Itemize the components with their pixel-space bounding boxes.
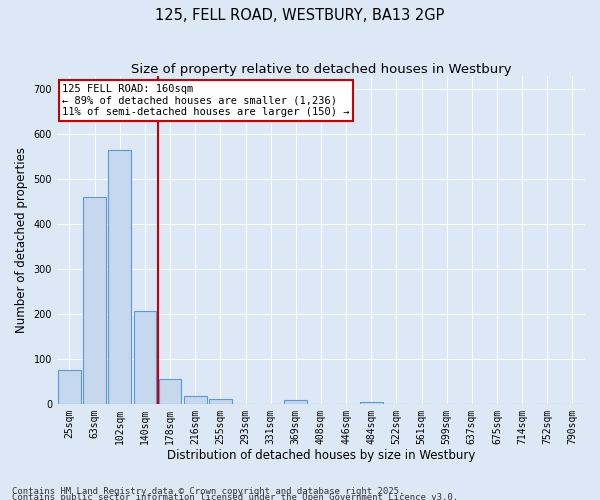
Bar — [83, 197, 106, 404]
Text: 125 FELL ROAD: 160sqm
← 89% of detached houses are smaller (1,236)
11% of semi-d: 125 FELL ROAD: 160sqm ← 89% of detached … — [62, 84, 350, 117]
Bar — [159, 379, 181, 404]
Bar — [58, 370, 81, 404]
X-axis label: Distribution of detached houses by size in Westbury: Distribution of detached houses by size … — [167, 450, 475, 462]
Bar — [209, 400, 232, 404]
Y-axis label: Number of detached properties: Number of detached properties — [15, 146, 28, 332]
Text: 125, FELL ROAD, WESTBURY, BA13 2GP: 125, FELL ROAD, WESTBURY, BA13 2GP — [155, 8, 445, 22]
Bar — [109, 150, 131, 404]
Text: Contains HM Land Registry data © Crown copyright and database right 2025.: Contains HM Land Registry data © Crown c… — [12, 487, 404, 496]
Bar — [134, 310, 156, 404]
Bar — [284, 400, 307, 404]
Text: Contains public sector information licensed under the Open Government Licence v3: Contains public sector information licen… — [12, 492, 458, 500]
Bar — [184, 396, 206, 404]
Title: Size of property relative to detached houses in Westbury: Size of property relative to detached ho… — [131, 62, 511, 76]
Bar — [360, 402, 383, 404]
